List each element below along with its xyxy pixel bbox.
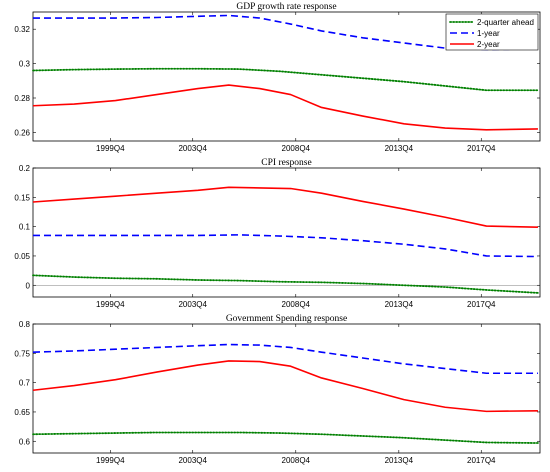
series-line-1-year <box>32 343 538 375</box>
legend-label: 1-year <box>477 29 500 38</box>
y-tick-label: 0.8 <box>19 320 31 329</box>
x-tick-label: 2008Q4 <box>282 456 311 465</box>
y-tick-label: 0.3 <box>19 60 31 69</box>
y-tick-label: 0 <box>26 281 31 290</box>
plot-area <box>32 323 541 454</box>
x-tick-label: 2017Q4 <box>467 144 496 153</box>
x-tick-label: 1999Q4 <box>96 300 125 309</box>
y-tick-label: 0.05 <box>14 252 30 261</box>
x-tick-label: 2008Q4 <box>282 144 311 153</box>
series-line-2-quarter-ahead <box>32 431 539 444</box>
x-tick-label: 2008Q4 <box>282 300 311 309</box>
series-line-1-year <box>33 14 538 51</box>
plot-area <box>32 167 541 298</box>
x-tick-label: 1999Q4 <box>96 144 125 153</box>
series-line-2-quarter-ahead <box>32 274 539 294</box>
chart-title: GDP growth rate response <box>236 2 336 12</box>
legend-label: 2-year <box>477 40 500 49</box>
y-tick-label: 0.1 <box>19 223 31 232</box>
series-line-2-year <box>32 360 538 413</box>
y-tick-label: 0.75 <box>14 349 30 358</box>
y-tick-label: 0.28 <box>14 94 30 103</box>
series-line-2-quarter-ahead <box>32 67 539 92</box>
y-tick-label: 0.65 <box>14 408 30 417</box>
series-line-1-year <box>33 234 538 258</box>
x-tick-label: 2017Q4 <box>467 300 496 309</box>
y-tick-label: 0.26 <box>14 128 30 137</box>
y-tick-label: 0.2 <box>19 164 31 173</box>
y-tick-label: 0.15 <box>14 193 30 202</box>
x-tick-label: 2003Q4 <box>178 300 207 309</box>
x-tick-label: 2013Q4 <box>385 300 414 309</box>
x-tick-label: 2017Q4 <box>467 456 496 465</box>
legend-label: 2-quarter ahead <box>477 18 534 27</box>
x-tick-label: 2013Q4 <box>385 456 414 465</box>
x-tick-label: 1999Q4 <box>96 456 125 465</box>
chart-panel-2: CPI response 0 0.05 0.1 0.15 0.2 1999Q4 2003Q4 2… <box>14 158 541 309</box>
y-tick-label: 0.32 <box>14 25 30 34</box>
series-line-2-year <box>32 186 538 229</box>
y-tick-label: 0.6 <box>19 437 31 446</box>
chart-panel-3: Government Spending response 0.6 0.65 0.7 0.… <box>14 314 541 465</box>
x-tick-label: 2013Q4 <box>385 144 414 153</box>
legend: 2-quarter ahead 1-year 2-year <box>445 13 539 51</box>
chart-panel-1: GDP growth rate response 0.26 0.28 0.3 0.32 1… <box>14 2 541 153</box>
series-line-2-year <box>32 84 538 131</box>
x-tick-label: 2003Q4 <box>178 456 207 465</box>
y-tick-label: 0.7 <box>19 379 31 388</box>
chart-title: Government Spending response <box>226 314 347 324</box>
chart-title: CPI response <box>261 158 311 168</box>
x-tick-label: 2003Q4 <box>178 144 207 153</box>
